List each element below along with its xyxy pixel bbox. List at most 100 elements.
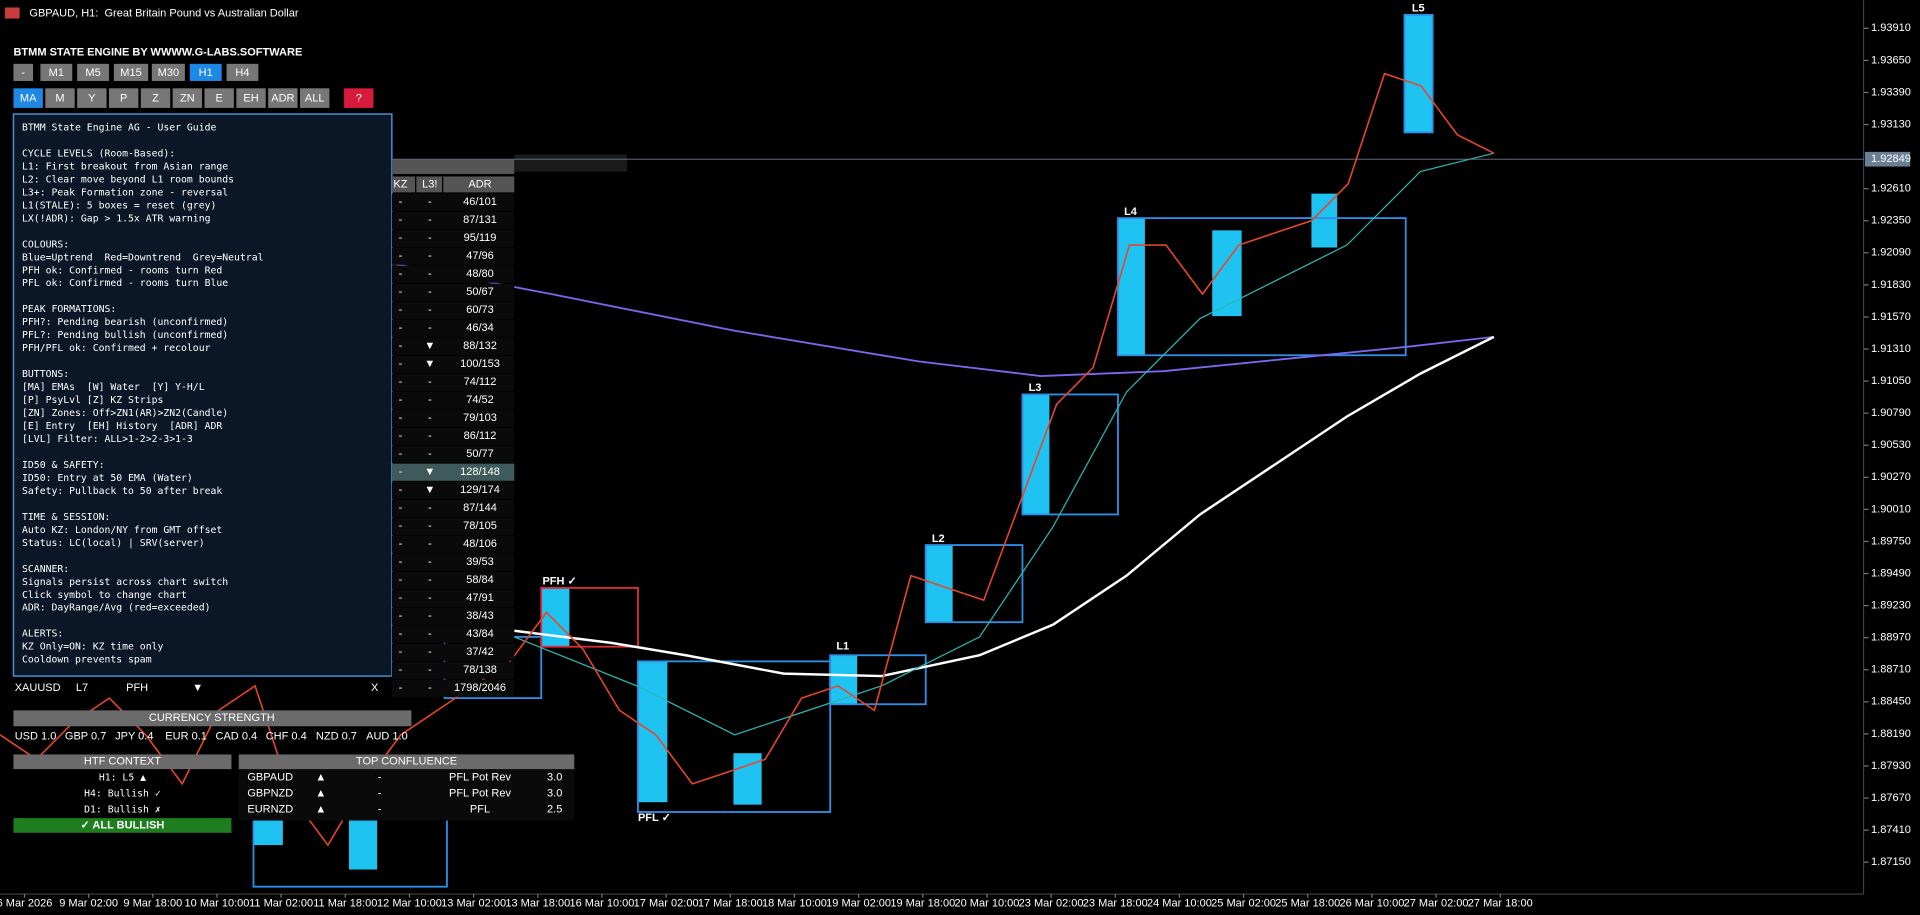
strength-item: AUD 1.0 [366,731,408,743]
guide-line: L1: First breakout from Asian range [22,161,228,172]
guide-line: PFL ok: Confirmed - rooms turn Blue [22,278,228,289]
room-label: L5 [1412,3,1425,15]
guide-line: [ZN] Zones: Off>ZN1(AR)>ZN2(Candle) [22,408,228,419]
mode-button[interactable] [13,88,43,108]
guide-title: BTMM State Engine AG - User Guide [22,123,216,134]
scanner-l3: - [428,322,432,334]
scanner-row-bg [391,445,515,463]
timeframe-button-label[interactable]: M15 [120,67,141,79]
confluence-cell: GBPNZD [247,788,293,800]
y-tick-label: 1.90010 [1871,503,1911,515]
timeframe-button[interactable] [13,63,34,81]
ui-layer: - M1 M5 M15 M30 H1 H4 MA M Y P Z ZN E EH ADR ALL ? BTMM St… [13,63,575,833]
mode-button[interactable] [140,88,171,108]
x-tick-label: 9 Mar 02:00 [59,898,118,910]
mode-button[interactable] [268,88,298,108]
scanner-kz: - [399,196,403,208]
scanner-column-header: L3! [422,178,437,190]
mode-button[interactable] [236,88,266,108]
scanner-row-bg [391,337,515,355]
scanner-adr: 88/132 [463,340,497,352]
guide-line: PFH?: Pending bearish (unconfirmed) [22,317,228,328]
guide-line: Click symbol to change chart [22,590,187,601]
x-tick-label: 18 Mar 10:00 [762,898,827,910]
timeframe-button[interactable] [77,63,109,81]
scanner-row-bg [391,589,515,607]
x-tick-label: 11 Mar 02:00 [249,898,313,910]
timeframe-button[interactable] [226,63,259,81]
scanner-adr: 95/119 [464,232,497,244]
timeframe-button[interactable] [113,63,149,81]
timeframe-button[interactable] [40,63,73,81]
x-tick-label: 25 Mar 18:00 [1275,898,1340,910]
strength-header-bg [13,710,412,727]
timeframe-button-label[interactable]: - [21,67,25,79]
guide-line: L1(STALE): 5 boxes = reset (grey) [22,200,216,211]
htf-verdict-bg [13,818,232,833]
scanner-l3: ▼ [424,466,435,478]
scanner-adr: 46/34 [466,322,494,334]
y-tick-label: 1.89490 [1871,567,1911,579]
mode-button-label[interactable]: ALL [305,93,325,105]
scanner-kz: - [399,664,403,676]
timeframe-button-label[interactable]: M1 [49,67,64,79]
scanner-adr: 39/53 [466,556,494,568]
mode-button-label[interactable]: Y [88,93,96,105]
mode-button-label[interactable]: EH [243,93,258,105]
guide-line: L2: Clear move beyond L1 room bounds [22,174,234,185]
guide-line: LX(!ADR): Gap > 1.5x ATR warning [22,213,210,224]
confluence-cell: EURNZD [247,803,293,815]
guide-line: [LVL] Filter: ALL>1-2>2-3>1-3 [22,434,193,445]
scanner-adr: 43/84 [466,628,494,640]
confluence-cell: - [378,803,382,815]
timeframe-button-label[interactable]: M30 [158,67,179,79]
mode-button-label[interactable]: ? [356,93,362,105]
mode-button-label[interactable]: MA [20,93,37,105]
confluence-cell: 3.0 [547,788,562,800]
scanner-kz: - [399,556,403,568]
mode-button[interactable] [344,88,374,108]
room-label: L4 [1124,206,1138,218]
y-tick-label: 1.90790 [1871,407,1911,419]
scanner-adr: 87/144 [463,502,497,514]
scanner-row-bg [391,679,515,697]
mode-button-label[interactable]: P [120,93,127,105]
timeframe-button-label[interactable]: M5 [85,67,100,79]
y-tick-label: 1.87930 [1871,760,1911,772]
mode-button-label[interactable]: M [55,93,64,105]
mode-button[interactable] [108,88,139,108]
mode-button-label[interactable]: ZN [180,93,195,105]
mode-button[interactable] [172,88,203,108]
scanner-adr: 60/73 [466,304,494,316]
scanner-l3: - [428,286,432,298]
scanner-row-bg [391,211,515,229]
mode-button-label[interactable]: ADR [271,93,294,105]
scanner-adr: 50/77 [466,448,494,460]
mode-button-label[interactable]: Z [152,93,159,105]
chart-header: GBPAUD, H1: Great Britain Pound vs Austr… [29,8,299,20]
scanner-kz: - [399,232,403,244]
mode-button[interactable] [300,88,330,108]
timeframe-button[interactable] [151,63,185,81]
mode-button[interactable] [77,88,107,108]
scanner-adr: 48/106 [463,538,497,550]
timeframe-button-label[interactable]: H1 [199,67,213,79]
mode-button[interactable] [204,88,234,108]
guide-line: KZ Only=ON: KZ time only [22,642,163,653]
y-tick-label: 1.89750 [1871,535,1911,547]
mode-button-label[interactable]: E [216,93,223,105]
scanner-kz: - [399,538,403,550]
x-tick-label: 24 Mar 10:00 [1147,898,1212,910]
strength-item: EUR 0.1 [165,731,207,743]
timeframe-button[interactable] [189,63,222,81]
scanner-kz: - [399,430,403,442]
guide-heading: ALERTS: [22,629,63,640]
y-tick-label: 1.88190 [1871,728,1911,740]
scanner-partial-formation: PFH [126,682,148,694]
guide-line: [E] Entry [EH] History [ADR] ADR [22,421,222,432]
mode-button[interactable] [45,88,75,108]
scanner-l3: - [428,592,432,604]
timeframe-button-label[interactable]: H4 [235,67,249,79]
x-tick-label: 19 Mar 18:00 [890,898,955,910]
guide-heading: COLOURS: [22,239,69,250]
